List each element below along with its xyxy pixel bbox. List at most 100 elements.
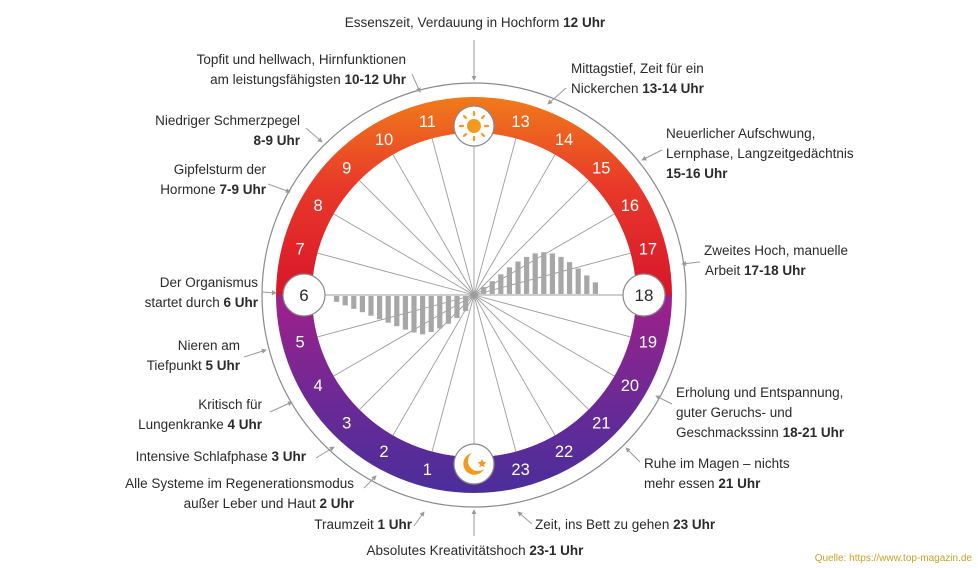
annotation-1: Traumzeit 1 Uhr (314, 517, 412, 532)
annotation-18-21: Erholung und Entspannung, guter Geruchs-… (676, 385, 845, 440)
hour-spoke (359, 180, 475, 296)
leader-line (305, 127, 323, 143)
activity-bar-morning (454, 296, 460, 318)
leader-line (411, 73, 421, 93)
activity-bar-morning (359, 296, 365, 313)
hour-spoke (473, 294, 589, 410)
hour-spoke (473, 180, 589, 296)
activity-bar-afternoon (592, 282, 598, 294)
activity-bar-afternoon (506, 267, 512, 294)
hour-number: 11 (419, 113, 436, 131)
hour-number: 9 (342, 160, 351, 178)
leader-line (655, 395, 673, 405)
hour-spoke (473, 294, 615, 377)
source-credit: Quelle: https://www.top-magazin.de (814, 553, 972, 564)
annotation-6: Der Organismus startet durch 6 Uhr (144, 275, 258, 310)
activity-bar-afternoon (584, 275, 590, 294)
annotation-12: Essenszeit, Verdauung in Hochform 12 Uhr (344, 15, 606, 30)
hour-number: 13 (511, 113, 529, 131)
hour-18-badge (622, 273, 666, 317)
leader-line (413, 511, 425, 527)
hour-number: 8 (314, 197, 323, 215)
activity-bar-morning (342, 296, 348, 306)
annotation-17-18: Zweites Hoch, manuelle Arbeit 17-18 Uhr (704, 243, 849, 278)
hour-spoke (392, 154, 475, 296)
hour-number: 15 (592, 160, 610, 178)
activity-bar-morning (368, 296, 374, 316)
activity-bars (334, 252, 598, 335)
activity-bar-morning (377, 296, 383, 320)
activity-bar-morning (351, 296, 357, 309)
annotation-15-16: Neuerlicher Aufschwung, Lernphase, Langz… (666, 126, 854, 181)
hour-spoke (317, 252, 475, 296)
activity-bar-afternoon (558, 256, 564, 294)
hour-number: 4 (314, 377, 323, 395)
ring-night-half (276, 295, 672, 493)
leader-line (363, 475, 377, 489)
annotation-leaders (243, 40, 701, 536)
activity-bar-morning (428, 296, 434, 332)
outer-ring (261, 82, 687, 508)
activity-bar-afternoon (524, 256, 530, 294)
hour-number: 14 (555, 131, 573, 149)
hour-number: 3 (342, 414, 351, 432)
leader-line (681, 261, 701, 267)
hour-number: 22 (555, 443, 573, 461)
activity-bar-afternoon (549, 253, 555, 294)
activity-bar-morning (420, 296, 426, 335)
activity-bar-afternoon (489, 281, 495, 294)
activity-bar-afternoon (498, 274, 504, 294)
annotation-10-12: Topfit und hellwach, Hirnfunktionen am l… (196, 52, 406, 87)
hour-number: 2 (379, 443, 388, 461)
activity-bar-afternoon (515, 261, 521, 294)
annotation-2: Alle Systeme im Regenerationsmodus außer… (125, 476, 354, 511)
annotation-23: Zeit, ins Bett zu gehen 23 Uhr (535, 517, 716, 532)
leader-line (517, 511, 533, 525)
ring-day-half (276, 97, 672, 295)
annotation-13-14: Mittagstief, Zeit für ein Nickerchen 13-… (571, 61, 704, 96)
activity-bar-morning (402, 296, 408, 330)
leader-line (641, 149, 663, 161)
activity-bar-morning (394, 296, 400, 327)
activity-bar-morning (334, 296, 340, 302)
activity-bar-morning (445, 296, 451, 324)
activity-bar-afternoon (567, 262, 573, 294)
hour-number: 10 (375, 131, 393, 149)
hour-18-label: 18 (635, 286, 654, 305)
hour-spoke (431, 294, 475, 452)
hour-number: 7 (296, 240, 305, 258)
hour-spoke (473, 154, 556, 296)
leader-line (269, 401, 293, 413)
hour-spoke (473, 138, 517, 296)
annotation-8-9: Niedriger Schmerzpegel 8-9 Uhr (155, 113, 300, 148)
annotation-4: Kritisch für Lungenkranke 4 Uhr (138, 397, 262, 432)
hour-spoke (431, 138, 475, 296)
hour-number: 23 (511, 461, 529, 479)
hour-number: 19 (639, 334, 657, 352)
activity-bar-morning (437, 296, 443, 329)
hour-spoke (473, 294, 631, 338)
hour-6-label: 6 (299, 286, 308, 305)
leader-line (243, 348, 267, 358)
hour-6-badge (282, 273, 326, 317)
moon-star-icon (453, 443, 495, 485)
leader-line (315, 446, 335, 459)
activity-bar-afternoon (575, 268, 581, 294)
hour-number: 16 (621, 197, 639, 215)
hour-spoke (392, 294, 475, 436)
annotation-23-1: Absolutes Kreativitätshoch 23-1 Uhr (366, 543, 584, 558)
hour-number: 20 (621, 377, 639, 395)
hour-spoke (333, 213, 475, 296)
activity-bar-morning (385, 296, 391, 323)
activity-bar-morning (463, 296, 469, 312)
hour-number: 1 (423, 461, 432, 479)
leader-line (547, 87, 567, 105)
hour-number: 5 (296, 334, 305, 352)
annotation-3: Intensive Schlafphase 3 Uhr (135, 449, 306, 464)
leader-line (261, 290, 277, 296)
activity-bar-afternoon (532, 253, 538, 294)
annotation-7-9: Gipfelsturm der Hormone 7-9 Uhr (160, 162, 266, 197)
activity-bar-afternoon (481, 287, 487, 294)
